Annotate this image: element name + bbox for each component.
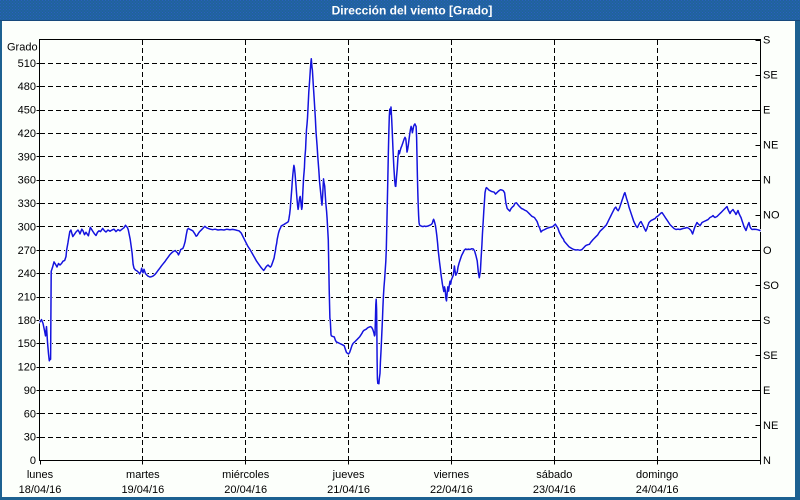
svg-text:30: 30 bbox=[24, 432, 36, 444]
svg-text:180: 180 bbox=[18, 315, 36, 327]
svg-text:22/04/16: 22/04/16 bbox=[430, 484, 473, 496]
svg-text:jueves: jueves bbox=[332, 469, 365, 481]
svg-text:E: E bbox=[763, 105, 770, 117]
svg-text:O: O bbox=[763, 245, 772, 257]
svg-text:23/04/16: 23/04/16 bbox=[533, 484, 576, 496]
svg-text:21/04/16: 21/04/16 bbox=[327, 484, 370, 496]
svg-text:S: S bbox=[763, 35, 770, 47]
svg-text:SE: SE bbox=[763, 70, 778, 82]
svg-text:martes: martes bbox=[126, 469, 160, 481]
svg-text:300: 300 bbox=[18, 221, 36, 233]
svg-text:24/04/16: 24/04/16 bbox=[636, 484, 679, 496]
svg-text:20/04/16: 20/04/16 bbox=[224, 484, 267, 496]
svg-text:60: 60 bbox=[24, 408, 36, 420]
svg-text:510: 510 bbox=[18, 58, 36, 70]
svg-text:NO: NO bbox=[763, 210, 780, 222]
svg-text:SO: SO bbox=[763, 280, 779, 292]
svg-text:sábado: sábado bbox=[536, 469, 572, 481]
svg-text:domingo: domingo bbox=[636, 469, 678, 481]
svg-text:480: 480 bbox=[18, 81, 36, 93]
svg-text:420: 420 bbox=[18, 128, 36, 140]
svg-text:NE: NE bbox=[763, 140, 778, 152]
svg-text:S: S bbox=[763, 315, 770, 327]
svg-text:330: 330 bbox=[18, 198, 36, 210]
svg-text:19/04/16: 19/04/16 bbox=[121, 484, 164, 496]
svg-text:240: 240 bbox=[18, 268, 36, 280]
svg-text:390: 390 bbox=[18, 151, 36, 163]
svg-text:210: 210 bbox=[18, 292, 36, 304]
svg-text:SE: SE bbox=[763, 350, 778, 362]
svg-text:18/04/16: 18/04/16 bbox=[19, 484, 62, 496]
svg-text:0: 0 bbox=[30, 455, 36, 467]
svg-text:Grado: Grado bbox=[7, 42, 38, 54]
svg-text:Dirección del viento [Grado]: Dirección del viento [Grado] bbox=[332, 4, 493, 18]
svg-text:lunes: lunes bbox=[27, 469, 54, 481]
svg-text:270: 270 bbox=[18, 245, 36, 257]
svg-text:360: 360 bbox=[18, 175, 36, 187]
svg-text:450: 450 bbox=[18, 105, 36, 117]
svg-text:N: N bbox=[763, 455, 771, 467]
svg-text:120: 120 bbox=[18, 362, 36, 374]
svg-text:NE: NE bbox=[763, 420, 778, 432]
svg-text:150: 150 bbox=[18, 338, 36, 350]
svg-text:viernes: viernes bbox=[434, 469, 470, 481]
svg-text:N: N bbox=[763, 175, 771, 187]
svg-text:90: 90 bbox=[24, 385, 36, 397]
svg-text:miércoles: miércoles bbox=[222, 469, 270, 481]
svg-text:E: E bbox=[763, 385, 770, 397]
